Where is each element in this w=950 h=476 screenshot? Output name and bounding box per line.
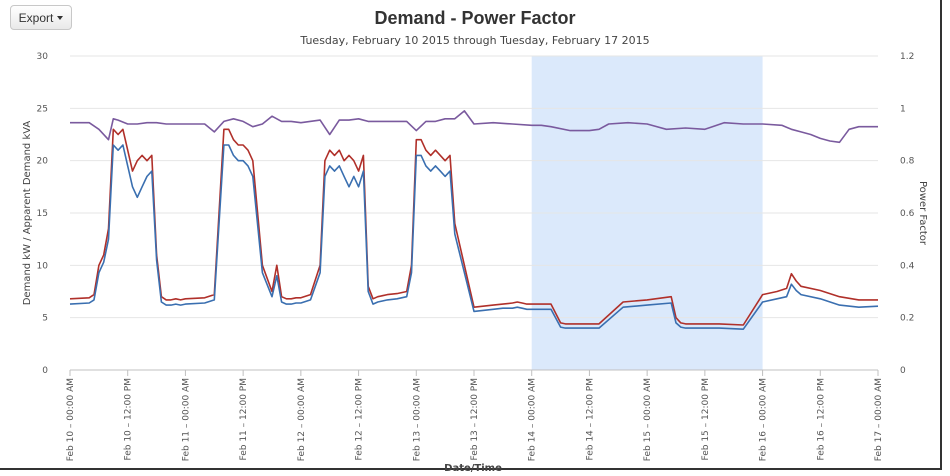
y-tick-label: 0 bbox=[42, 366, 48, 376]
chart-subtitle: Tuesday, February 10 2015 through Tuesda… bbox=[300, 34, 650, 47]
x-tick-label: Feb 17 – 00:00 AM bbox=[874, 378, 884, 461]
series-line-kw bbox=[69, 144, 879, 331]
y-right-tick-label: 1 bbox=[900, 104, 906, 114]
y-right-tick-label: 0.8 bbox=[900, 157, 915, 167]
y-tick-label: 15 bbox=[37, 209, 48, 219]
x-tick-label: Feb 11 – 12:00 PM bbox=[239, 378, 249, 460]
y-right-tick-label: 0.2 bbox=[900, 314, 914, 324]
x-tick-label: Feb 13 – 12:00 PM bbox=[470, 378, 480, 460]
x-tick-label: Feb 12 – 12:00 PM bbox=[355, 378, 365, 460]
x-tick-label: Feb 16 – 00:00 AM bbox=[759, 378, 769, 461]
y-right-axis-title: Power Factor bbox=[917, 181, 928, 246]
x-tick-label: Feb 15 – 00:00 AM bbox=[643, 378, 653, 461]
y-tick-label: 10 bbox=[37, 261, 49, 271]
x-axis-title: Date/Time bbox=[444, 463, 502, 474]
chart-frame bbox=[0, 0, 942, 470]
x-tick-label: Feb 12 – 00:00 AM bbox=[297, 378, 307, 461]
x-tick-label: Feb 15 – 12:00 PM bbox=[701, 378, 711, 460]
y-right-tick-label: 0.4 bbox=[900, 261, 915, 271]
x-tick-label: Feb 16 – 12:00 PM bbox=[816, 378, 826, 460]
x-tick-label: Feb 10 – 00:00 AM bbox=[66, 378, 76, 461]
series-line-pf bbox=[70, 110, 878, 144]
y-tick-label: 30 bbox=[37, 52, 49, 62]
chart-title: Demand - Power Factor bbox=[374, 8, 576, 28]
y-axis-title: Demand kW / Apparent Demand kVA bbox=[22, 121, 33, 306]
y-tick-label: 25 bbox=[37, 104, 48, 114]
x-tick-label: Feb 14 – 00:00 AM bbox=[528, 378, 538, 461]
export-button-label: Export bbox=[18, 10, 54, 25]
export-button[interactable]: Export bbox=[10, 5, 72, 30]
y-tick-label: 20 bbox=[37, 157, 49, 167]
y-right-tick-label: 1.2 bbox=[900, 52, 914, 62]
caret-down-icon bbox=[57, 15, 64, 20]
y-tick-label: 5 bbox=[42, 314, 48, 324]
x-tick-label: Feb 10 – 12:00 PM bbox=[124, 378, 134, 460]
x-tick-label: Feb 14 – 12:00 PM bbox=[585, 378, 595, 460]
y-right-tick-label: 0.6 bbox=[900, 209, 915, 219]
y-right-tick-label: 0 bbox=[900, 366, 906, 376]
x-tick-label: Feb 11 – 00:00 AM bbox=[181, 378, 191, 461]
x-tick-label: Feb 13 – 00:00 AM bbox=[412, 378, 422, 461]
